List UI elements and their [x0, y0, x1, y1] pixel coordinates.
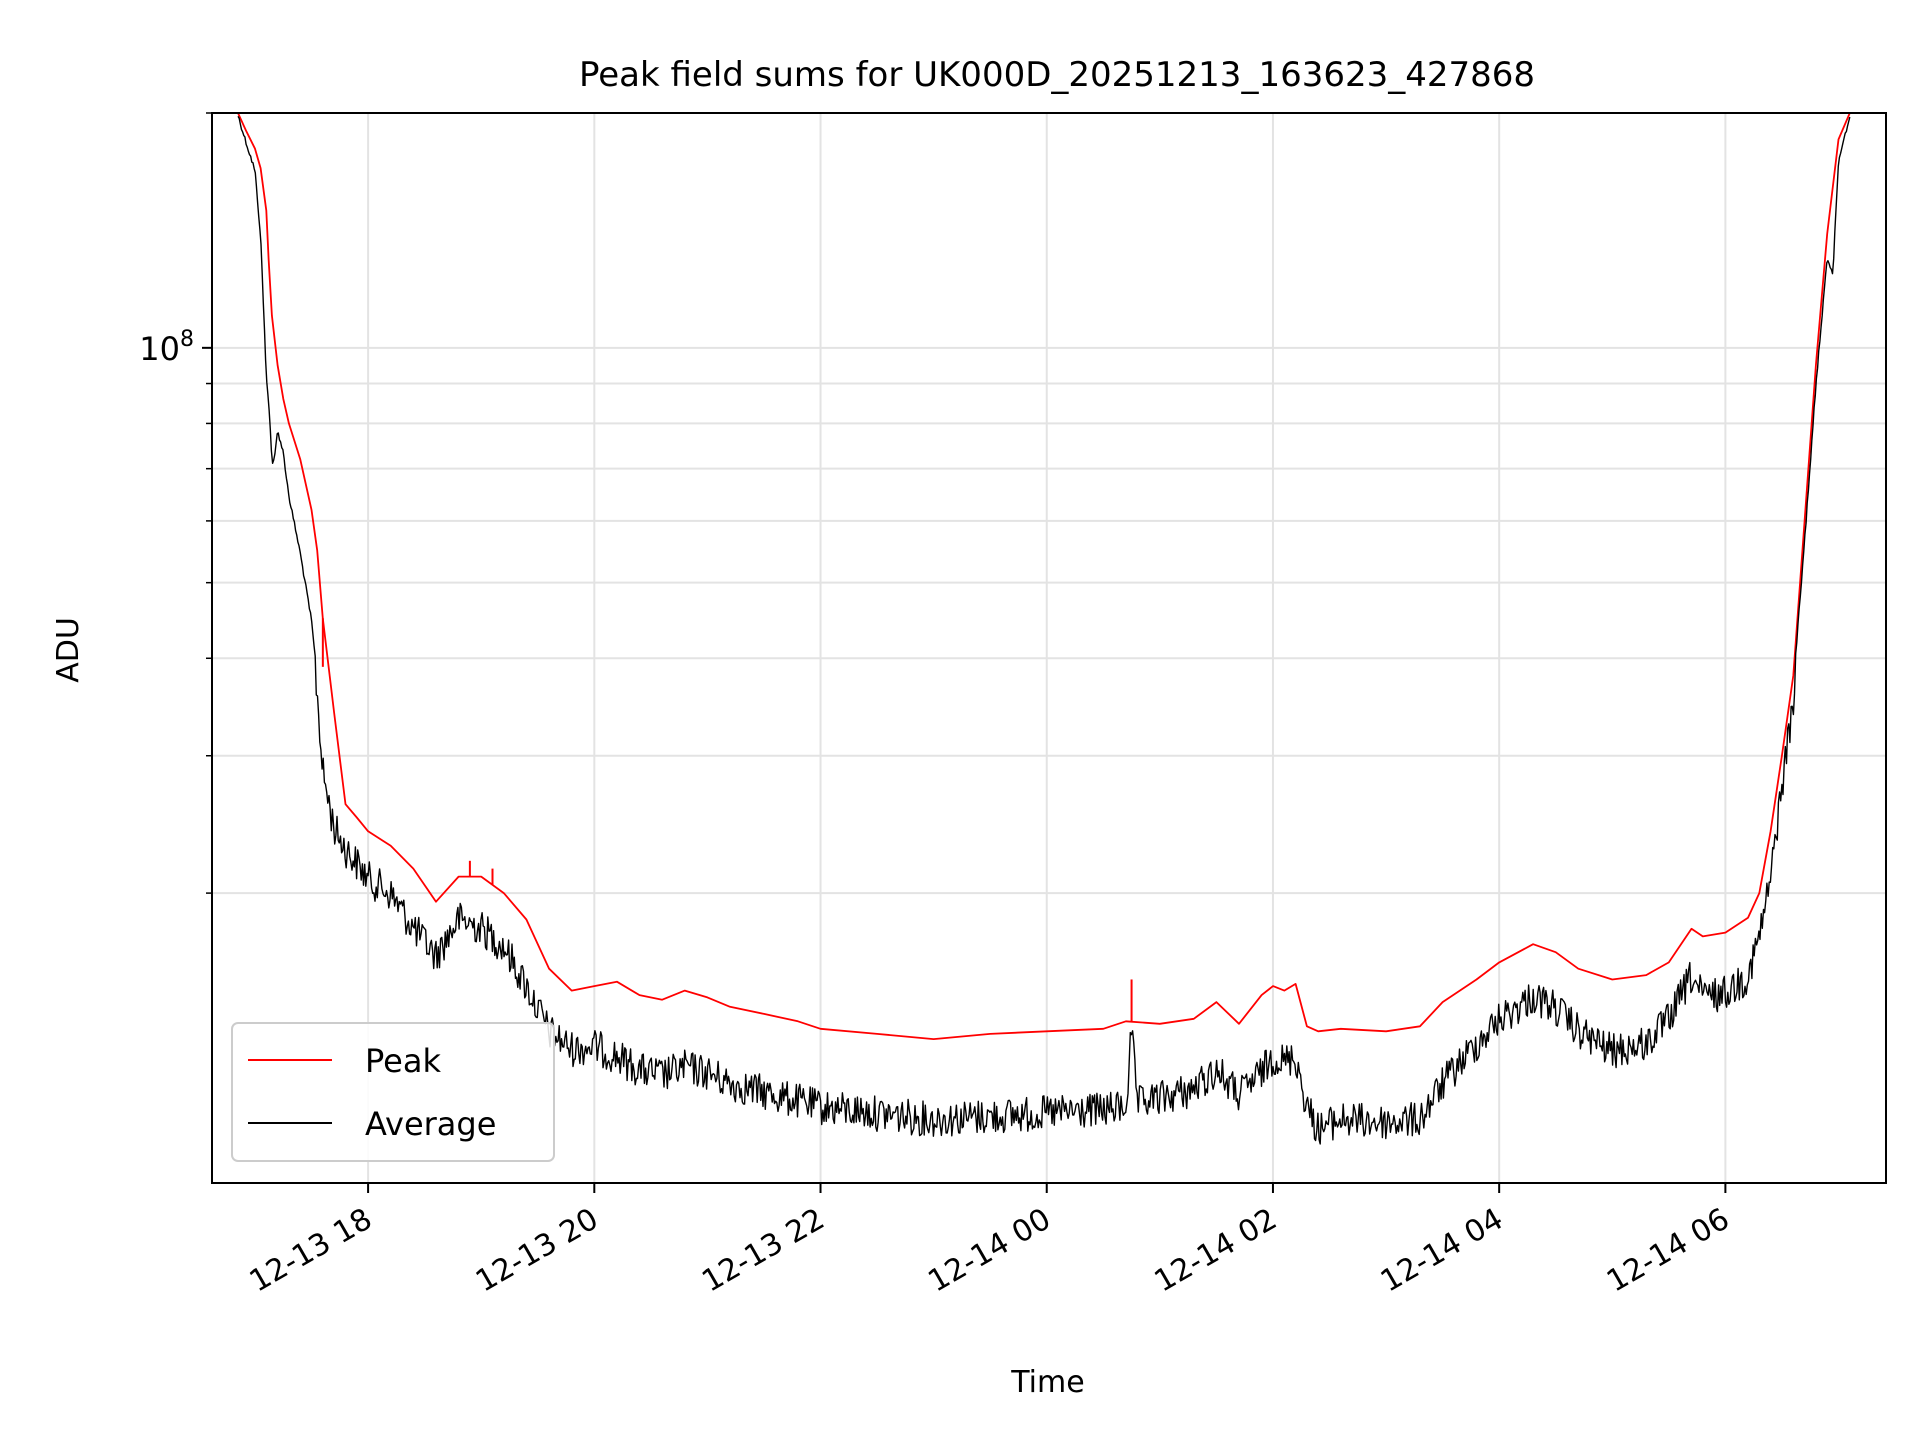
- grid: [212, 112, 1886, 1183]
- legend: Peak Average: [231, 1022, 555, 1162]
- series-line-average: [237, 115, 1851, 1145]
- legend-label-average: Average: [365, 1105, 496, 1143]
- chart-title: Peak field sums for UK000D_20251213_1636…: [579, 55, 1535, 95]
- x-axis-label: Time: [1010, 1365, 1084, 1400]
- y-axis: 108: [139, 112, 212, 894]
- y-axis-label: ADU: [51, 617, 86, 683]
- y-tick-label: 108: [139, 327, 194, 368]
- legend-frame: [231, 1022, 555, 1162]
- plot-frame: [211, 112, 1887, 1184]
- series-line-peak: [237, 113, 1851, 1040]
- legend-label-peak: Peak: [365, 1042, 441, 1080]
- series-layer: [237, 113, 1851, 1145]
